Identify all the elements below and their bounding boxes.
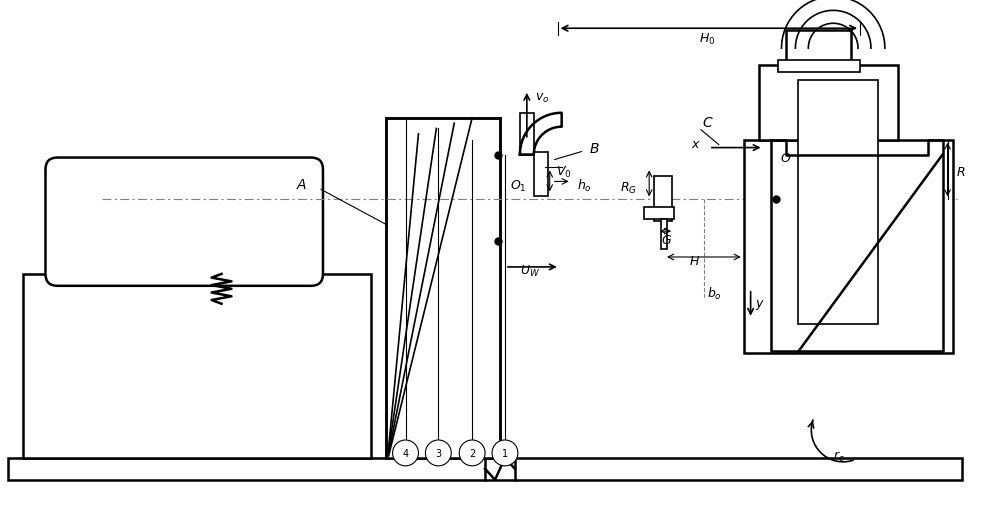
Polygon shape (520, 114, 562, 155)
Text: B: B (590, 142, 599, 155)
Text: $H_0$: $H_0$ (699, 32, 715, 47)
Text: $y$: $y$ (755, 297, 764, 311)
Text: C: C (702, 116, 712, 129)
Text: $R_G$: $R_G$ (620, 181, 637, 195)
Bar (661, 220, 667, 249)
Bar (744, 140, 953, 354)
Text: $H$: $H$ (689, 255, 700, 268)
Text: $h_o$: $h_o$ (577, 178, 591, 194)
Text: 2: 2 (469, 448, 475, 458)
Bar (759, 66, 898, 140)
Circle shape (425, 440, 451, 466)
Bar (786, 31, 851, 66)
Bar (778, 61, 860, 73)
Circle shape (393, 440, 418, 466)
Text: $R$: $R$ (956, 165, 965, 179)
Bar (534, 152, 548, 197)
Text: $v_o$: $v_o$ (535, 92, 549, 105)
Text: 3: 3 (435, 448, 441, 458)
Text: $x$: $x$ (691, 138, 701, 151)
Text: 4: 4 (402, 448, 409, 458)
Bar (520, 114, 534, 155)
Bar (8, 458, 962, 480)
Circle shape (492, 440, 518, 466)
Text: $b_o$: $b_o$ (707, 285, 722, 301)
Text: $O$: $O$ (780, 152, 792, 165)
FancyBboxPatch shape (45, 158, 323, 286)
Bar (654, 177, 672, 222)
Bar (798, 81, 878, 324)
Circle shape (459, 440, 485, 466)
Text: $O_1$: $O_1$ (510, 179, 527, 193)
Text: $U_W$: $U_W$ (520, 264, 540, 279)
Bar (386, 119, 500, 458)
Text: $r_o$: $r_o$ (833, 449, 845, 463)
Text: $V_0$: $V_0$ (556, 164, 571, 180)
Text: 1: 1 (502, 448, 508, 458)
Bar (644, 208, 674, 220)
Bar (23, 274, 371, 458)
Text: $G$: $G$ (661, 233, 672, 246)
Text: A: A (296, 178, 306, 192)
